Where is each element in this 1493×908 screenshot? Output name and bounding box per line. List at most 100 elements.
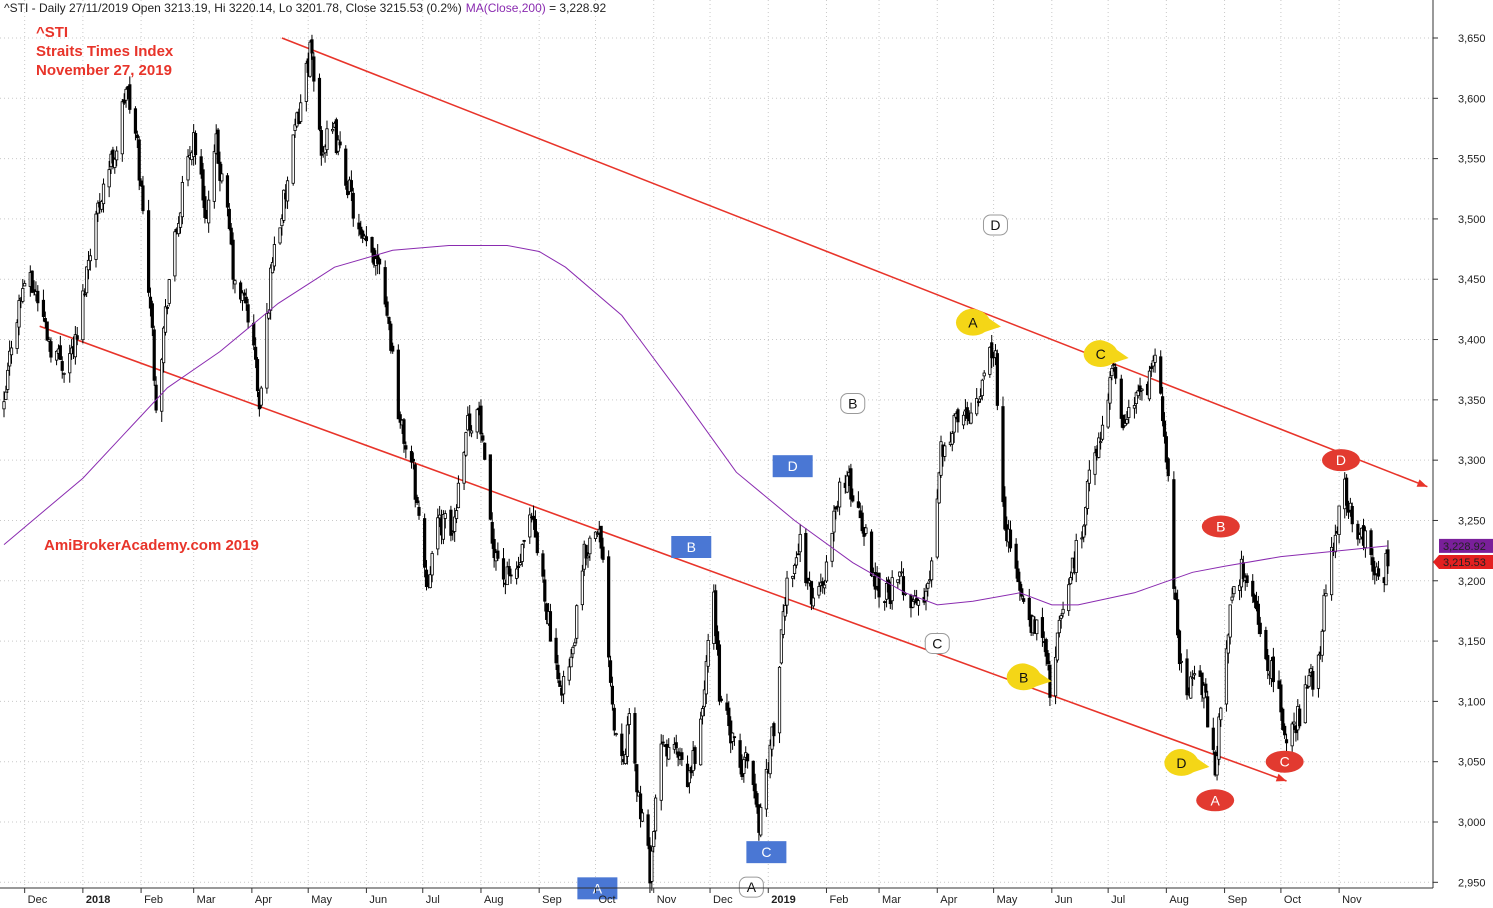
marker-yellow-drop-b: B (1006, 663, 1052, 691)
candle-body (199, 156, 203, 175)
candle (969, 402, 973, 425)
candle (1003, 486, 1007, 531)
candle (113, 157, 117, 174)
candle (676, 748, 680, 767)
candle-body (623, 754, 628, 764)
x-tick-label: Jun (369, 894, 387, 906)
candle (1228, 604, 1232, 645)
candle (62, 372, 66, 383)
candle (975, 388, 979, 417)
candle (391, 342, 395, 354)
candle (569, 648, 573, 668)
candle (806, 577, 810, 590)
candle-body (1204, 683, 1208, 693)
candle (1018, 571, 1022, 601)
candle-body (43, 318, 47, 323)
candle-body (186, 156, 190, 181)
candle (838, 477, 842, 516)
y-tick-label: 3,500 (1458, 214, 1486, 226)
candle (1185, 649, 1189, 700)
candle (610, 676, 615, 711)
candle-body (1309, 668, 1313, 673)
candle (135, 130, 139, 149)
candle (898, 571, 902, 585)
channel-arrowhead (1275, 773, 1287, 782)
candle (883, 600, 887, 611)
candle (325, 120, 329, 156)
x-tick-label: Feb (144, 894, 163, 906)
candle-body (430, 553, 434, 576)
candle (1080, 531, 1084, 549)
candle (1215, 745, 1219, 781)
candle (792, 563, 797, 580)
candle-body (331, 128, 335, 132)
candle (1245, 573, 1249, 588)
marker-shape (1321, 449, 1360, 472)
candle-body (1132, 405, 1137, 409)
marker-label: C (761, 844, 771, 860)
candle (595, 530, 599, 538)
candle (218, 151, 222, 192)
candle (928, 570, 932, 584)
candle-body (1123, 423, 1127, 427)
candle (351, 187, 355, 227)
y-tick-label: 3,100 (1458, 696, 1486, 708)
candle-body (270, 262, 275, 274)
candle (1192, 665, 1197, 680)
candle (203, 185, 207, 224)
marker-shape (1196, 789, 1235, 812)
candle (2, 391, 6, 418)
candle (310, 34, 314, 60)
candle-body (451, 531, 455, 534)
candle-body (860, 512, 864, 532)
x-tick-label: Feb (829, 894, 848, 906)
candle-body (1140, 388, 1144, 391)
candle (436, 508, 440, 556)
candle (1008, 520, 1013, 552)
candle (124, 87, 128, 108)
candle (141, 175, 145, 215)
candle-body (612, 707, 616, 731)
candle-body (1279, 684, 1283, 713)
marker-label: B (1019, 669, 1028, 685)
candle-body (1185, 658, 1189, 696)
marker-label: A (747, 879, 757, 895)
candle (423, 513, 427, 578)
marker-yellow-drop-c: C (1083, 340, 1129, 368)
candle-body (1350, 505, 1354, 525)
candle-body (558, 680, 562, 687)
ma200-line (3, 245, 1388, 606)
candle (17, 294, 21, 336)
candle-body (1228, 604, 1232, 638)
candle (483, 442, 487, 461)
candle-body (982, 372, 986, 377)
candle (809, 581, 814, 611)
candle-body (133, 108, 138, 134)
candle-body (608, 660, 613, 683)
candle-body (965, 407, 969, 419)
candle (344, 145, 348, 190)
candle-body (693, 747, 697, 764)
candle (60, 356, 64, 379)
candle-body (727, 707, 731, 727)
candle-body (75, 335, 79, 340)
candle (650, 846, 654, 891)
candle (770, 726, 774, 757)
close-price-tag: 3,215.53 (1433, 555, 1493, 570)
marker-label: D (1336, 452, 1346, 468)
candle (173, 229, 177, 282)
candle (580, 564, 584, 611)
candle (383, 260, 387, 308)
candle-body (541, 553, 545, 577)
candle (1108, 371, 1112, 410)
candle (1376, 560, 1381, 580)
candle (430, 550, 434, 583)
candle-body (255, 359, 260, 392)
header-info: ^STI - Daily 27/11/2019 Open 3213.19, Hi… (4, 1, 462, 15)
marker-shape (1265, 750, 1304, 773)
candle (152, 325, 156, 386)
candle-body (436, 517, 440, 550)
candle-body (580, 570, 584, 606)
candle (15, 319, 19, 354)
marker-shape (1006, 664, 1041, 691)
